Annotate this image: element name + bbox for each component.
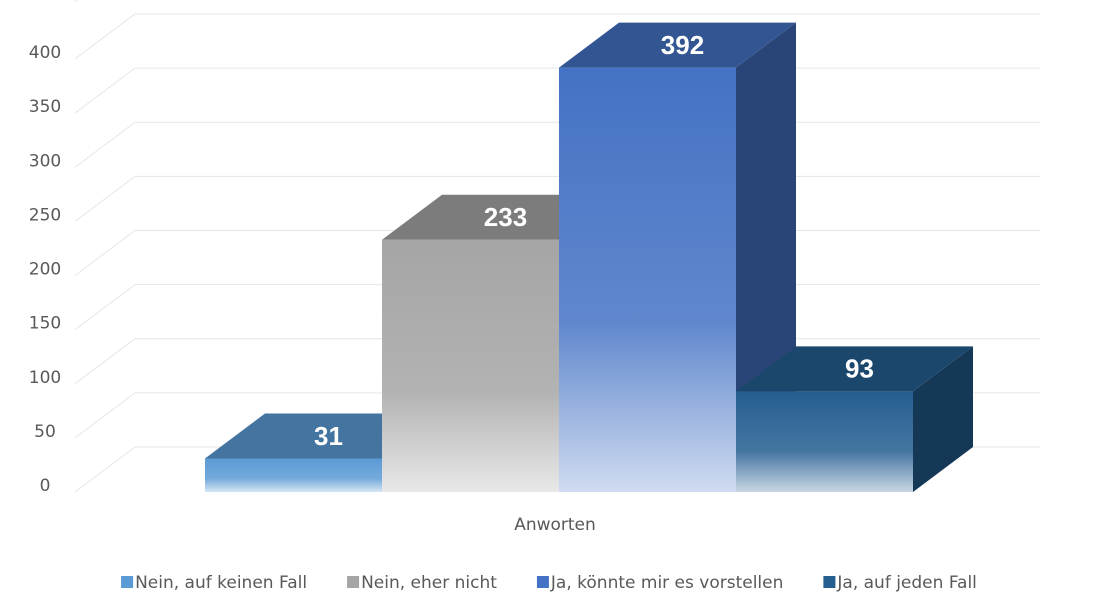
y-tick-label: 300 <box>29 151 61 171</box>
y-tick-label: 200 <box>29 260 61 280</box>
grid-line <box>74 284 136 331</box>
bar-fade <box>736 391 913 492</box>
grid-line <box>74 230 136 276</box>
grid-line <box>74 13 136 60</box>
value-label: 31 <box>314 421 343 451</box>
y-tick-label: 100 <box>29 368 61 388</box>
y-tick-label: 350 <box>29 97 61 117</box>
bar-fade <box>205 458 382 492</box>
legend-swatch <box>121 576 134 588</box>
bar-top <box>736 346 973 392</box>
legend-swatch <box>536 576 549 588</box>
value-label: 392 <box>661 30 704 60</box>
bar-top <box>559 22 796 68</box>
bar-fade <box>559 67 736 492</box>
legend-swatch <box>823 576 836 588</box>
y-tick-label: 50 <box>34 422 56 442</box>
grid-line <box>74 175 136 222</box>
grid-line <box>74 0 79 3</box>
legend-label: Ja, könnte mir es vorstellen <box>550 573 783 593</box>
legend-label: Nein, auf keinen Fall <box>135 573 307 593</box>
bar-side <box>913 346 973 492</box>
grid-line <box>74 67 136 114</box>
grid-line <box>74 392 136 439</box>
y-tick-label: 150 <box>29 314 61 334</box>
bar-fade <box>382 239 559 492</box>
grid-line <box>74 446 136 493</box>
grid-line <box>74 338 136 385</box>
legend-swatch <box>347 576 360 588</box>
legend-label: Nein, eher nicht <box>361 573 497 593</box>
y-tick-label: 250 <box>29 205 61 225</box>
legend-label: Ja, auf jeden Fall <box>836 573 977 593</box>
value-label: 233 <box>484 202 527 232</box>
y-tick-label: 400 <box>29 43 61 63</box>
y-tick-label: 0 <box>40 476 51 496</box>
value-label: 93 <box>845 354 874 384</box>
grid-line <box>74 121 136 168</box>
x-tick-label: Anworten <box>514 515 596 535</box>
